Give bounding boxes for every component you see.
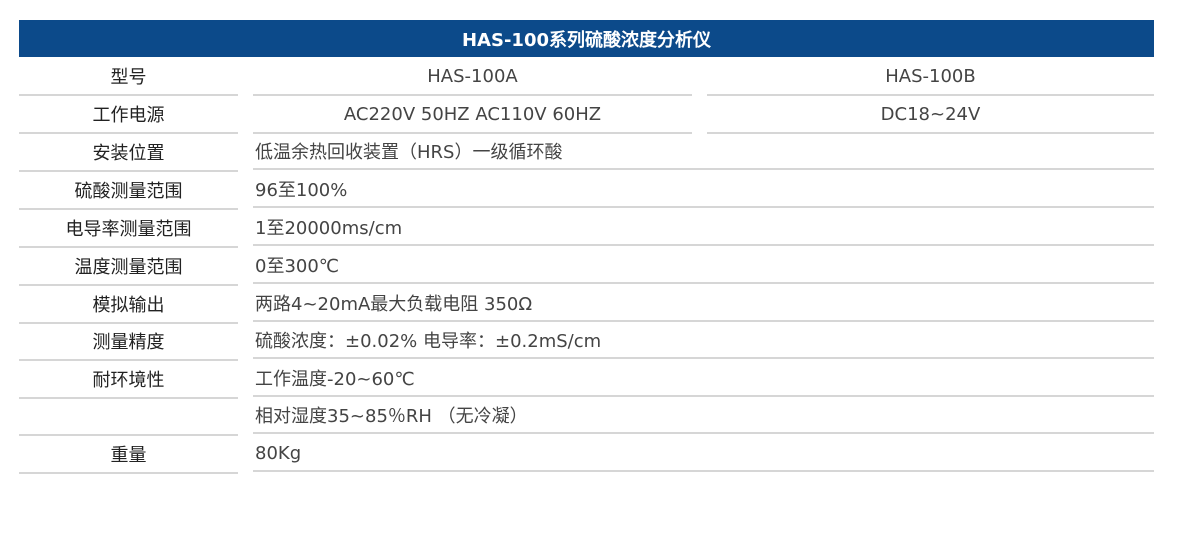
table-row: 耐环境性 工作温度-20~60℃ <box>19 361 1154 399</box>
table-title: HAS-100系列硫酸浓度分析仪 <box>19 20 1154 57</box>
row-label: 重量 <box>19 436 238 474</box>
table-row: 重量 80Kg <box>19 436 1154 474</box>
row-value: 低温余热回收装置（HRS）一级循环酸 <box>253 134 1154 170</box>
row-label: 模拟输出 <box>19 286 238 324</box>
table-row: 硫酸测量范围 96至100% <box>19 172 1154 210</box>
table-row-power: 工作电源 AC220V 50HZ AC110V 60HZ DC18~24V <box>19 96 1154 134</box>
row-label: 安装位置 <box>19 134 238 172</box>
row-value: 硫酸浓度：±0.02% 电导率：±0.2mS/cm <box>253 323 1154 359</box>
table-row-model: 型号 HAS-100A HAS-100B <box>19 58 1154 96</box>
row-value: 两路4~20mA最大负载电阻 350Ω <box>253 286 1154 322</box>
table-row: 安装位置 低温余热回收装置（HRS）一级循环酸 <box>19 134 1154 172</box>
table-row: 模拟输出 两路4~20mA最大负载电阻 350Ω <box>19 286 1154 324</box>
row-label: 型号 <box>19 58 238 96</box>
power-b-value: DC18~24V <box>707 96 1154 134</box>
model-b-value: HAS-100B <box>707 58 1154 96</box>
row-value: 工作温度-20~60℃ <box>253 361 1154 397</box>
table-row: 温度测量范围 0至300℃ <box>19 248 1154 286</box>
row-value: 96至100% <box>253 172 1154 208</box>
table-row: 电导率测量范围 1至20000ms/cm <box>19 210 1154 248</box>
row-label: 测量精度 <box>19 323 238 361</box>
row-label: 硫酸测量范围 <box>19 172 238 210</box>
row-label <box>19 398 238 436</box>
row-value: 1至20000ms/cm <box>253 210 1154 246</box>
row-label: 温度测量范围 <box>19 248 238 286</box>
row-label: 耐环境性 <box>19 361 238 399</box>
row-value: 80Kg <box>253 436 1154 472</box>
table-row: 相对湿度35~85％RH （无冷凝） <box>19 398 1154 436</box>
row-label: 电导率测量范围 <box>19 210 238 248</box>
row-value: 0至300℃ <box>253 248 1154 284</box>
row-value: 相对湿度35~85％RH （无冷凝） <box>253 398 1154 434</box>
power-a-value: AC220V 50HZ AC110V 60HZ <box>253 96 692 134</box>
table-row: 测量精度 硫酸浓度：±0.02% 电导率：±0.2mS/cm <box>19 323 1154 361</box>
row-label: 工作电源 <box>19 96 238 134</box>
model-a-value: HAS-100A <box>253 58 692 96</box>
